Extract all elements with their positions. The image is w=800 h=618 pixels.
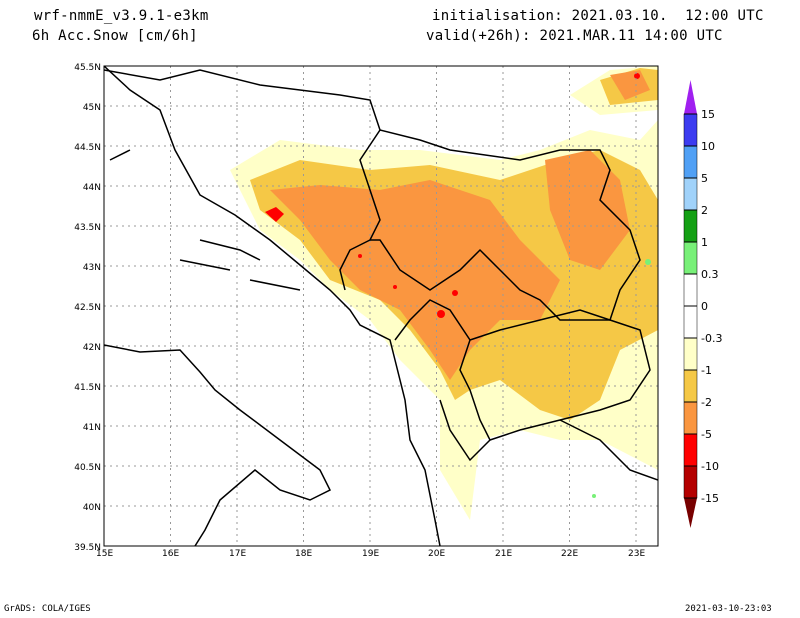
- colorbar-label: -10: [701, 460, 719, 473]
- lon-tick: 23E: [628, 549, 645, 559]
- colorbar-label: 2: [701, 204, 708, 217]
- italy-coast: [104, 344, 332, 546]
- colorbar-segment: [684, 210, 697, 242]
- lat-tick: 44.5N: [74, 143, 101, 153]
- colorbar-segment: [684, 402, 697, 434]
- colorbar-segment: [684, 306, 697, 338]
- colorbar-label: 0: [701, 300, 708, 313]
- lat-tick: 43N: [83, 263, 101, 273]
- colorbar-top-arrow: [684, 80, 697, 114]
- footer-credit: GrADS: COLA/IGES: [4, 604, 91, 614]
- border-albania: [394, 299, 491, 462]
- colorbar-segment: [684, 114, 697, 146]
- map-frame: [103, 65, 659, 547]
- colorbar-segment: [684, 434, 697, 466]
- footer-timestamp: 2021-03-10-23:03: [685, 604, 772, 614]
- colorbar-segment: [684, 466, 697, 498]
- border-macedonia: [469, 309, 651, 441]
- lon-tick: 16E: [162, 549, 179, 559]
- lat-tick: 44N: [83, 183, 101, 193]
- lat-tick: 42.5N: [74, 303, 101, 313]
- lon-tick: 20E: [428, 549, 445, 559]
- lat-tick: 40N: [83, 503, 101, 513]
- init-time: initialisation: 2021.03.10. 12:00 UTC: [432, 8, 764, 24]
- border-serbia: [370, 129, 641, 321]
- lon-tick: 18E: [295, 549, 312, 559]
- lon-tick: 22E: [561, 549, 578, 559]
- snow-field: [230, 66, 658, 520]
- border-greece: [559, 419, 658, 481]
- model-title: wrf-nmmE_v3.9.1-e3km: [34, 8, 209, 24]
- snow-area-extreme: [265, 207, 284, 222]
- colorbar-segment: [684, 274, 697, 306]
- colorbar-label: 1: [701, 236, 708, 249]
- lon-tick: 21E: [495, 549, 512, 559]
- colorbar-label: -0.3: [701, 332, 722, 345]
- coastlines-borders: [104, 66, 658, 546]
- colorbar-label: 0.3: [701, 268, 719, 281]
- colorbar-label: -1: [701, 364, 712, 377]
- lat-tick: 45N: [83, 103, 101, 113]
- axis-labels: 15E 16E 17E 18E 19E 20E 21E 22E 23E 45.5…: [74, 63, 645, 559]
- colorbar-label: 5: [701, 172, 708, 185]
- lat-tick: 39.5N: [74, 543, 101, 553]
- colorbar-segment: [684, 370, 697, 402]
- lon-tick: 15E: [96, 549, 113, 559]
- lat-tick: 45.5N: [74, 63, 101, 73]
- valid-time: valid(+26h): 2021.MAR.11 14:00 UTC: [426, 28, 723, 44]
- adriatic-east-coast: [104, 66, 441, 546]
- lat-tick: 41N: [83, 423, 101, 433]
- lat-tick: 40.5N: [74, 463, 101, 473]
- colorbar-label: -5: [701, 428, 712, 441]
- colorbar-segment: [684, 242, 697, 274]
- lat-tick: 42N: [83, 343, 101, 353]
- colorbar-label: -15: [701, 492, 719, 505]
- grid-lines: [104, 66, 658, 546]
- colorbar: 15 10 5 2 1 0.3 0 -0.3 -1 -2 -5 -10 -15: [683, 80, 722, 528]
- lon-tick: 19E: [362, 549, 379, 559]
- colorbar-label: 10: [701, 140, 715, 153]
- colorbar-bottom-arrow: [684, 498, 697, 528]
- colorbar-label: -2: [701, 396, 712, 409]
- colorbar-segment: [684, 146, 697, 178]
- colorbar-label: 15: [701, 108, 715, 121]
- lat-tick: 43.5N: [74, 223, 101, 233]
- lon-tick: 17E: [229, 549, 246, 559]
- colorbar-segment: [684, 338, 697, 370]
- field-title: 6h Acc.Snow [cm/6h]: [32, 28, 198, 44]
- colorbar-segment: [684, 178, 697, 210]
- lat-tick: 41.5N: [74, 383, 101, 393]
